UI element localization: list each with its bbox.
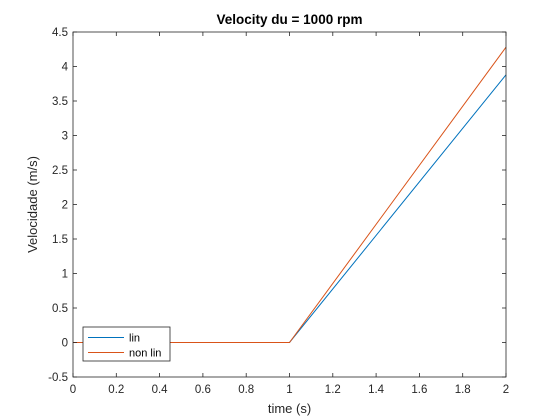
x-tick-label: 0: [70, 384, 76, 396]
y-tick-label: 1.5: [52, 234, 68, 246]
legend: lin non lin: [82, 326, 171, 362]
y-tick-label: 1: [62, 269, 68, 281]
y-axis-label: Velocidade (m/s): [25, 156, 40, 253]
legend-box: [82, 326, 171, 362]
legend-label-lin: lin: [129, 333, 140, 345]
x-tick-label: 1: [286, 384, 292, 396]
y-tick-label: 0.5: [52, 303, 68, 315]
y-tick-label: 0: [62, 338, 68, 350]
x-axis-label: time (s): [268, 401, 311, 416]
chart-title: Velocity du = 1000 rpm: [217, 12, 363, 27]
y-tick-label: 2.5: [52, 165, 68, 177]
y-ticks: -0.5 0 0.5 1 1.5 2 2.5 3 3.5 4 4.5: [48, 27, 506, 384]
y-tick-label: 3.5: [52, 96, 68, 108]
x-tick-label: 1.4: [368, 384, 385, 396]
x-ticks: 0 0.2 0.4 0.6 0.8 1 1.2 1.4 1.6 1.8 2: [70, 32, 509, 396]
plot-area: [73, 32, 506, 377]
x-tick-label: 0.6: [195, 384, 211, 396]
y-tick-label: 4.5: [52, 27, 68, 39]
x-tick-label: 1.6: [411, 384, 427, 396]
y-tick-label: -0.5: [48, 372, 68, 384]
x-tick-label: 0.4: [152, 384, 169, 396]
x-tick-label: 2: [503, 384, 509, 396]
x-tick-label: 0.8: [238, 384, 254, 396]
x-tick-label: 0.2: [108, 384, 124, 396]
x-tick-label: 1.2: [325, 384, 341, 396]
y-tick-label: 3: [62, 131, 68, 143]
legend-label-non-lin: non lin: [129, 348, 161, 360]
y-tick-label: 2: [62, 200, 68, 212]
y-tick-label: 4: [62, 62, 69, 74]
x-tick-label: 1.8: [455, 384, 471, 396]
